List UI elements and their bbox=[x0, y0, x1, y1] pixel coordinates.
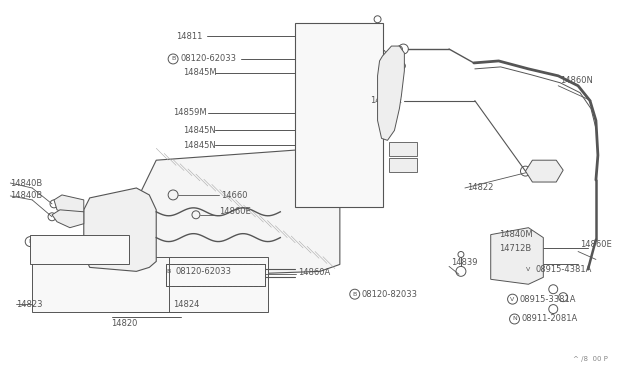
Text: 14845M: 14845M bbox=[183, 68, 217, 77]
Text: ^ /8  00 P: ^ /8 00 P bbox=[573, 356, 608, 362]
Bar bbox=[295, 23, 383, 207]
Text: 14660: 14660 bbox=[221, 192, 247, 201]
Text: 14845N: 14845N bbox=[183, 141, 216, 150]
Polygon shape bbox=[491, 228, 543, 284]
Text: 14845N: 14845N bbox=[183, 126, 216, 135]
Text: 14822: 14822 bbox=[467, 183, 493, 192]
Bar bbox=[390, 142, 417, 156]
Text: 14860E: 14860E bbox=[580, 240, 612, 249]
Text: 14860N: 14860N bbox=[560, 76, 593, 85]
Text: 14860A: 14860A bbox=[298, 268, 330, 277]
Text: 08120-62033: 08120-62033 bbox=[175, 267, 231, 276]
Text: V: V bbox=[511, 296, 515, 302]
Text: 14860E: 14860E bbox=[219, 207, 250, 216]
Text: 14839: 14839 bbox=[451, 258, 477, 267]
Polygon shape bbox=[525, 160, 563, 182]
Text: B: B bbox=[353, 292, 357, 297]
Bar bbox=[30, 235, 129, 264]
Text: 08120-62033: 08120-62033 bbox=[180, 54, 236, 64]
Polygon shape bbox=[84, 188, 156, 271]
Text: 08915-3381A: 08915-3381A bbox=[520, 295, 576, 304]
Text: 08911-2081A: 08911-2081A bbox=[522, 314, 578, 324]
Text: 14824: 14824 bbox=[173, 299, 200, 309]
Text: 14840B: 14840B bbox=[10, 192, 43, 201]
Polygon shape bbox=[378, 46, 404, 140]
Bar bbox=[390, 158, 417, 172]
Polygon shape bbox=[140, 148, 340, 277]
Text: 14811: 14811 bbox=[176, 32, 202, 41]
Text: 08120-82033: 08120-82033 bbox=[362, 290, 418, 299]
Text: 14823: 14823 bbox=[16, 299, 43, 309]
Text: B: B bbox=[28, 239, 32, 244]
Bar bbox=[166, 264, 266, 286]
Text: 14820: 14820 bbox=[111, 320, 138, 328]
Text: V: V bbox=[526, 267, 531, 272]
Text: 14840M: 14840M bbox=[499, 230, 532, 239]
Text: B: B bbox=[166, 269, 170, 274]
Bar bbox=[166, 264, 266, 286]
Bar bbox=[169, 257, 268, 312]
Text: B: B bbox=[171, 57, 175, 61]
Text: 14860E: 14860E bbox=[370, 96, 401, 105]
Text: 08120-62028: 08120-62028 bbox=[37, 237, 93, 246]
Text: 14859M: 14859M bbox=[173, 108, 207, 117]
Bar bbox=[32, 257, 171, 312]
Text: 14823M: 14823M bbox=[57, 251, 91, 260]
Text: 14840B: 14840B bbox=[10, 179, 43, 187]
Text: 08915-4381A: 08915-4381A bbox=[536, 265, 592, 274]
Polygon shape bbox=[52, 210, 84, 228]
Text: 14712B: 14712B bbox=[499, 244, 531, 253]
Text: N: N bbox=[512, 317, 517, 321]
Polygon shape bbox=[54, 195, 84, 215]
